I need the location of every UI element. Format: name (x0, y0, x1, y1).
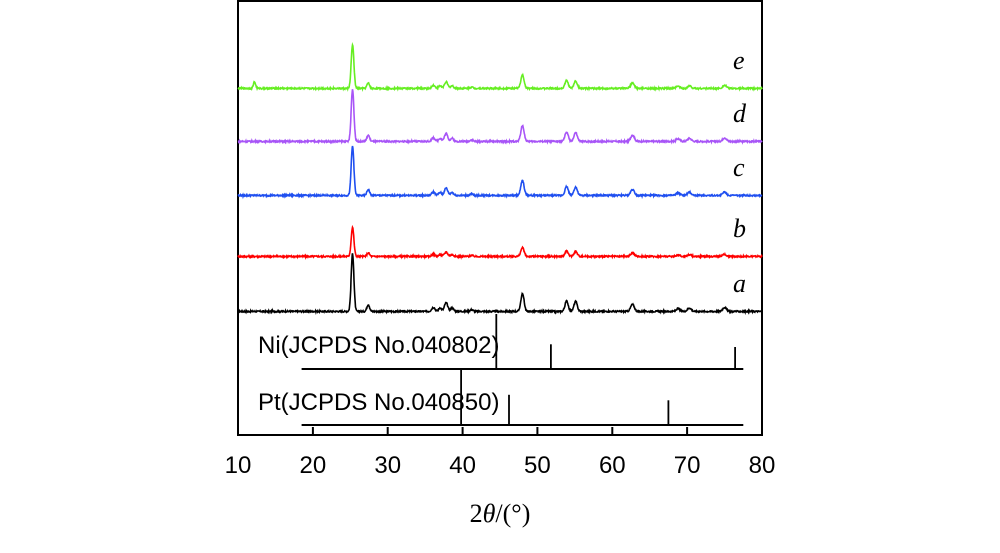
x-tick-label-30: 30 (374, 452, 401, 479)
ref-label-Pt: Pt(JCPDS No.040850) (258, 389, 499, 416)
plot-frame (237, 0, 763, 436)
x-tick-label-60: 60 (599, 452, 626, 479)
series-line-e (237, 41, 763, 92)
x-axis-title-theta: θ (483, 499, 496, 528)
series-line-d (237, 89, 763, 145)
series-label-d: d (733, 99, 747, 128)
x-axis-ticks (311, 427, 689, 435)
x-tick-label-70: 70 (674, 452, 701, 479)
x-tick-label-40: 40 (449, 452, 476, 479)
series-line-c (237, 145, 763, 200)
series-labels: ab cde (733, 46, 747, 298)
ref-label-Ni: Ni(JCPDS No.040802) (258, 332, 499, 359)
x-tick-label-80: 80 (749, 452, 776, 479)
x-tick-label-50: 50 (524, 452, 551, 479)
x-axis-title-suffix: /(°) (495, 499, 530, 528)
x-tick-label-10: 10 (225, 452, 252, 479)
series-label-a: a (733, 269, 746, 298)
x-axis-title-prefix: 2 (470, 499, 483, 528)
series-label-c: c (733, 153, 745, 182)
series-line-a (237, 253, 763, 316)
series-line-b (237, 224, 763, 260)
x-tick-label-20: 20 (300, 452, 327, 479)
reference-patterns: Ni(JCPDS No.040802) Pt(JCPDS No.040850) (258, 314, 744, 426)
series-group (237, 41, 763, 316)
series-label-e: e (733, 46, 745, 75)
series-label-b: b (733, 214, 746, 243)
x-axis-title: 2θ/(°) (470, 499, 531, 528)
x-axis-tick-labels: 10 20 30 40 50 60 70 80 (225, 452, 776, 479)
